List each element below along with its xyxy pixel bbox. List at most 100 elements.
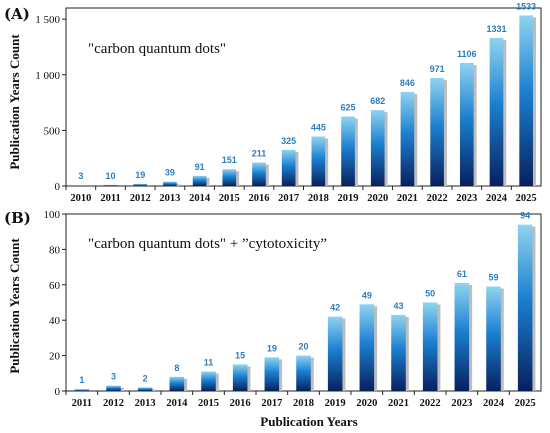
x-tick-label: 2021 — [397, 193, 418, 204]
x-tick-label: 2023 — [456, 193, 477, 204]
x-axis-label: Publication Years — [260, 414, 357, 429]
x-tick-label: 2022 — [420, 398, 441, 409]
y-axis-label-b: Publication Years Count — [7, 238, 22, 374]
x-tick-label: 2018 — [293, 398, 314, 409]
data-label-2015: 11 — [204, 358, 214, 368]
data-label-2012: 3 — [111, 372, 116, 382]
y-tick-label: 100 — [44, 209, 61, 221]
bar-2025 — [519, 15, 533, 186]
x-tick-label: 2015 — [198, 398, 219, 409]
data-label-2023: 1106 — [457, 49, 477, 59]
data-label-2025: 1533 — [516, 1, 536, 11]
x-tick-label: 2025 — [515, 398, 536, 409]
bars-b — [74, 224, 536, 391]
data-label-2012: 19 — [135, 170, 145, 180]
data-label-2025: 94 — [520, 211, 530, 221]
bar-2019 — [327, 316, 343, 391]
bar-2022 — [422, 302, 438, 391]
x-tick-label: 2013 — [159, 193, 180, 204]
x-tick-label: 2013 — [135, 398, 156, 409]
bar-2023 — [459, 62, 474, 186]
data-label-2016: 15 — [235, 350, 245, 360]
data-label-2013: 2 — [143, 373, 148, 383]
bar-2012 — [133, 183, 148, 186]
chart-panel-b: (B) "carbon quantum dots" + ”cytotoxicit… — [4, 209, 542, 409]
panel-letter-b: (B) — [4, 209, 31, 227]
y-tick-label: 40 — [49, 315, 61, 327]
y-tick-label: 1 000 — [35, 70, 60, 82]
x-tick-label: 2011 — [72, 398, 92, 409]
bars-a — [74, 15, 536, 186]
x-tick-label: 2019 — [325, 398, 346, 409]
x-tick-label: 2015 — [219, 193, 240, 204]
panel-letter-a: (A) — [4, 5, 30, 23]
x-tick-label: 2020 — [356, 398, 377, 409]
bar-2013 — [163, 181, 177, 186]
x-tick-label: 2022 — [427, 193, 448, 204]
data-label-2017: 19 — [267, 343, 277, 353]
data-label-2019: 625 — [341, 102, 356, 112]
x-tick-label: 2010 — [70, 193, 91, 204]
x-tick-label: 2020 — [367, 193, 388, 204]
x-tick-label: 2011 — [100, 193, 120, 204]
chart-panel-a: (A) "carbon quantum dots" Publication Ye… — [4, 1, 542, 204]
bar-2011 — [74, 389, 90, 391]
data-label-2018: 445 — [311, 122, 326, 132]
bar-2015 — [222, 169, 237, 186]
data-label-2015: 151 — [222, 155, 237, 165]
x-tick-label: 2012 — [103, 398, 124, 409]
data-label-2011: 10 — [106, 171, 116, 181]
data-labels-a: 3 10 19 39 91 151 211 325 445 625 682 846 971 1106 133… — [78, 1, 536, 181]
bar-2021 — [391, 314, 406, 391]
x-tick-label: 2021 — [388, 398, 409, 409]
y-tick-label: 20 — [49, 351, 61, 363]
bar-2016 — [252, 162, 266, 186]
y-tick-label: 60 — [49, 280, 61, 292]
x-tick-label: 2017 — [278, 193, 299, 204]
bar-2020 — [370, 110, 385, 186]
y-tick-label: 1 500 — [35, 14, 60, 26]
annotation-a: "carbon quantum dots" — [88, 41, 226, 57]
data-label-2020: 49 — [362, 290, 372, 300]
bar-2024 — [489, 37, 504, 186]
x-tick-labels-a: 2010 2011 2012 2013 2014 2015 2016 2017 2018 2019… — [70, 193, 536, 204]
x-tick-label: 2019 — [338, 193, 359, 204]
data-label-2022: 50 — [425, 289, 435, 299]
y-tick-labels-b: 0 20 40 60 80 100 — [44, 209, 61, 398]
x-tick-label: 2014 — [189, 193, 211, 204]
data-label-2011: 1 — [79, 375, 84, 385]
annotation-b: "carbon quantum dots" + ”cytotoxicity” — [88, 236, 327, 252]
bar-2015 — [201, 371, 216, 391]
data-label-2017: 325 — [281, 136, 296, 146]
x-tick-label: 2024 — [483, 398, 505, 409]
data-label-2020: 682 — [370, 96, 385, 106]
bar-2010 — [74, 185, 88, 186]
x-tick-label: 2023 — [451, 398, 472, 409]
bar-2012 — [106, 385, 121, 391]
y-tick-labels-a: 0 500 1 000 1 500 — [35, 14, 60, 193]
data-label-2021: 43 — [393, 301, 403, 311]
x-tick-label: 2017 — [261, 398, 282, 409]
x-tick-label: 2012 — [130, 193, 151, 204]
bar-2017 — [281, 149, 296, 186]
axes-a — [62, 7, 542, 190]
data-label-2024: 59 — [488, 273, 498, 283]
x-tick-label: 2014 — [166, 398, 188, 409]
bar-2018 — [311, 136, 326, 186]
bar-2020 — [359, 304, 375, 391]
data-label-2024: 1331 — [486, 24, 506, 34]
bar-2025 — [517, 224, 533, 391]
bar-2024 — [486, 286, 501, 391]
bar-2019 — [341, 116, 355, 186]
bar-2014 — [192, 175, 207, 186]
data-labels-b: 1 3 2 8 11 15 19 20 42 49 43 50 61 59 94 — [79, 211, 530, 386]
data-label-2016: 211 — [252, 149, 267, 159]
x-tick-label: 2025 — [516, 193, 537, 204]
x-tick-label: 2018 — [308, 193, 329, 204]
data-label-2019: 42 — [330, 303, 340, 313]
bar-2021 — [400, 91, 415, 186]
x-tick-labels-b: 2011 2012 2013 2014 2015 2016 2017 2018 2019 2020… — [72, 398, 536, 409]
data-label-2023: 61 — [457, 269, 467, 279]
y-tick-label: 80 — [49, 244, 61, 256]
